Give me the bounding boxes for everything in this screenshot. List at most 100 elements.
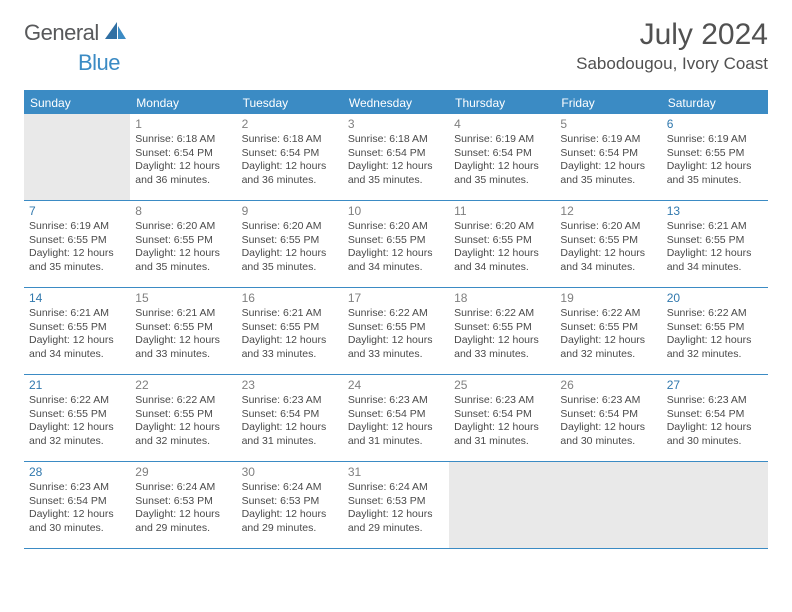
day-daylight2: and 33 minutes. [454,348,550,361]
day-daylight2: and 32 minutes. [560,348,656,361]
day-number: 3 [348,117,444,132]
day-sunset: Sunset: 6:54 PM [454,147,550,160]
day-sunrise: Sunrise: 6:20 AM [135,220,231,233]
day-daylight2: and 35 minutes. [454,174,550,187]
day-sunrise: Sunrise: 6:22 AM [348,307,444,320]
day-number: 23 [242,378,338,393]
day-sunset: Sunset: 6:54 PM [29,495,125,508]
day-sunset: Sunset: 6:53 PM [135,495,231,508]
month-title: July 2024 [576,18,768,52]
day-daylight1: Daylight: 12 hours [135,160,231,173]
day-sunrise: Sunrise: 6:21 AM [135,307,231,320]
day-number: 20 [667,291,763,306]
day-daylight2: and 35 minutes. [29,261,125,274]
week-row: 28Sunrise: 6:23 AMSunset: 6:54 PM Dayligh… [24,462,768,549]
day-number: 31 [348,465,444,480]
day-cell: 28Sunrise: 6:23 AMSunset: 6:54 PMDayligh… [24,462,130,548]
day-sunset: Sunset: 6:55 PM [667,147,763,160]
day-cell: 10Sunrise: 6:20 AMSunset: 6:55 PMDayligh… [343,201,449,287]
day-cell-empty [449,462,555,548]
day-daylight1: Daylight: 12 hours [454,247,550,260]
day-number: 30 [242,465,338,480]
day-sunset: Sunset: 6:53 PM [242,495,338,508]
day-daylight2: and 33 minutes. [242,348,338,361]
day-sunset: Sunset: 6:55 PM [454,321,550,334]
day-sunset: Sunset: 6:53 PM [348,495,444,508]
day-daylight1: Daylight: 12 hours [242,334,338,347]
week-row: 21Sunrise: 6:22 AMSunset: 6:55 PMDayligh… [24,375,768,462]
day-sunrise: Sunrise: 6:21 AM [667,220,763,233]
day-sunrise: Sunrise: 6:20 AM [348,220,444,233]
day-number: 2 [242,117,338,132]
day-number: 9 [242,204,338,219]
day-daylight1: Daylight: 12 hours [667,334,763,347]
weekday-header: Sunday [24,92,130,114]
day-sunrise: Sunrise: 6:24 AM [135,481,231,494]
day-daylight2: and 34 minutes. [560,261,656,274]
weekday-header: Tuesday [237,92,343,114]
day-sunset: Sunset: 6:55 PM [242,321,338,334]
day-cell: 17Sunrise: 6:22 AMSunset: 6:55 PMDayligh… [343,288,449,374]
day-daylight2: and 34 minutes. [667,261,763,274]
day-sunset: Sunset: 6:54 PM [667,408,763,421]
logo-text-general: General [24,20,99,46]
weekday-header-row: Sunday Monday Tuesday Wednesday Thursday… [24,92,768,114]
location-subtitle: Sabodougou, Ivory Coast [576,54,768,74]
day-sunrise: Sunrise: 6:18 AM [242,133,338,146]
day-daylight1: Daylight: 12 hours [454,160,550,173]
day-sunrise: Sunrise: 6:23 AM [29,481,125,494]
day-daylight1: Daylight: 12 hours [667,247,763,260]
day-sunrise: Sunrise: 6:24 AM [242,481,338,494]
day-number: 21 [29,378,125,393]
day-cell: 2Sunrise: 6:18 AMSunset: 6:54 PMDaylight… [237,114,343,200]
day-sunrise: Sunrise: 6:22 AM [560,307,656,320]
day-cell: 19Sunrise: 6:22 AMSunset: 6:55 PMDayligh… [555,288,661,374]
day-number: 26 [560,378,656,393]
day-daylight1: Daylight: 12 hours [454,421,550,434]
day-daylight2: and 32 minutes. [135,435,231,448]
day-cell: 23Sunrise: 6:23 AMSunset: 6:54 PMDayligh… [237,375,343,461]
day-daylight2: and 30 minutes. [560,435,656,448]
day-sunset: Sunset: 6:55 PM [135,408,231,421]
day-cell: 27Sunrise: 6:23 AMSunset: 6:54 PMDayligh… [662,375,768,461]
day-cell: 16Sunrise: 6:21 AMSunset: 6:55 PMDayligh… [237,288,343,374]
day-daylight1: Daylight: 12 hours [135,421,231,434]
weekday-header: Saturday [662,92,768,114]
day-cell: 12Sunrise: 6:20 AMSunset: 6:55 PMDayligh… [555,201,661,287]
day-sunrise: Sunrise: 6:19 AM [667,133,763,146]
day-daylight2: and 29 minutes. [135,522,231,535]
day-number: 19 [560,291,656,306]
day-cell: 4Sunrise: 6:19 AMSunset: 6:54 PMDaylight… [449,114,555,200]
day-cell: 15Sunrise: 6:21 AMSunset: 6:55 PMDayligh… [130,288,236,374]
day-daylight1: Daylight: 12 hours [348,508,444,521]
day-sunset: Sunset: 6:54 PM [242,147,338,160]
day-sunset: Sunset: 6:55 PM [348,234,444,247]
day-daylight2: and 33 minutes. [135,348,231,361]
day-cell: 5Sunrise: 6:19 AMSunset: 6:54 PMDaylight… [555,114,661,200]
day-sunrise: Sunrise: 6:19 AM [454,133,550,146]
day-sunrise: Sunrise: 6:19 AM [29,220,125,233]
day-number: 1 [135,117,231,132]
day-number: 28 [29,465,125,480]
day-daylight1: Daylight: 12 hours [29,334,125,347]
logo-text-blue: Blue [78,50,120,75]
day-number: 7 [29,204,125,219]
day-sunset: Sunset: 6:55 PM [242,234,338,247]
day-number: 25 [454,378,550,393]
logo: General [24,18,129,46]
day-sunrise: Sunrise: 6:23 AM [242,394,338,407]
day-cell: 14Sunrise: 6:21 AMSunset: 6:55 PMDayligh… [24,288,130,374]
day-sunrise: Sunrise: 6:23 AM [667,394,763,407]
day-daylight1: Daylight: 12 hours [560,247,656,260]
day-sunset: Sunset: 6:55 PM [667,321,763,334]
day-daylight2: and 30 minutes. [667,435,763,448]
weekday-header: Wednesday [343,92,449,114]
day-daylight1: Daylight: 12 hours [242,160,338,173]
day-sunset: Sunset: 6:55 PM [667,234,763,247]
day-number: 10 [348,204,444,219]
day-daylight1: Daylight: 12 hours [348,334,444,347]
day-number: 24 [348,378,444,393]
day-daylight1: Daylight: 12 hours [560,160,656,173]
week-row: 14Sunrise: 6:21 AMSunset: 6:55 PMDayligh… [24,288,768,375]
day-sunset: Sunset: 6:55 PM [135,321,231,334]
